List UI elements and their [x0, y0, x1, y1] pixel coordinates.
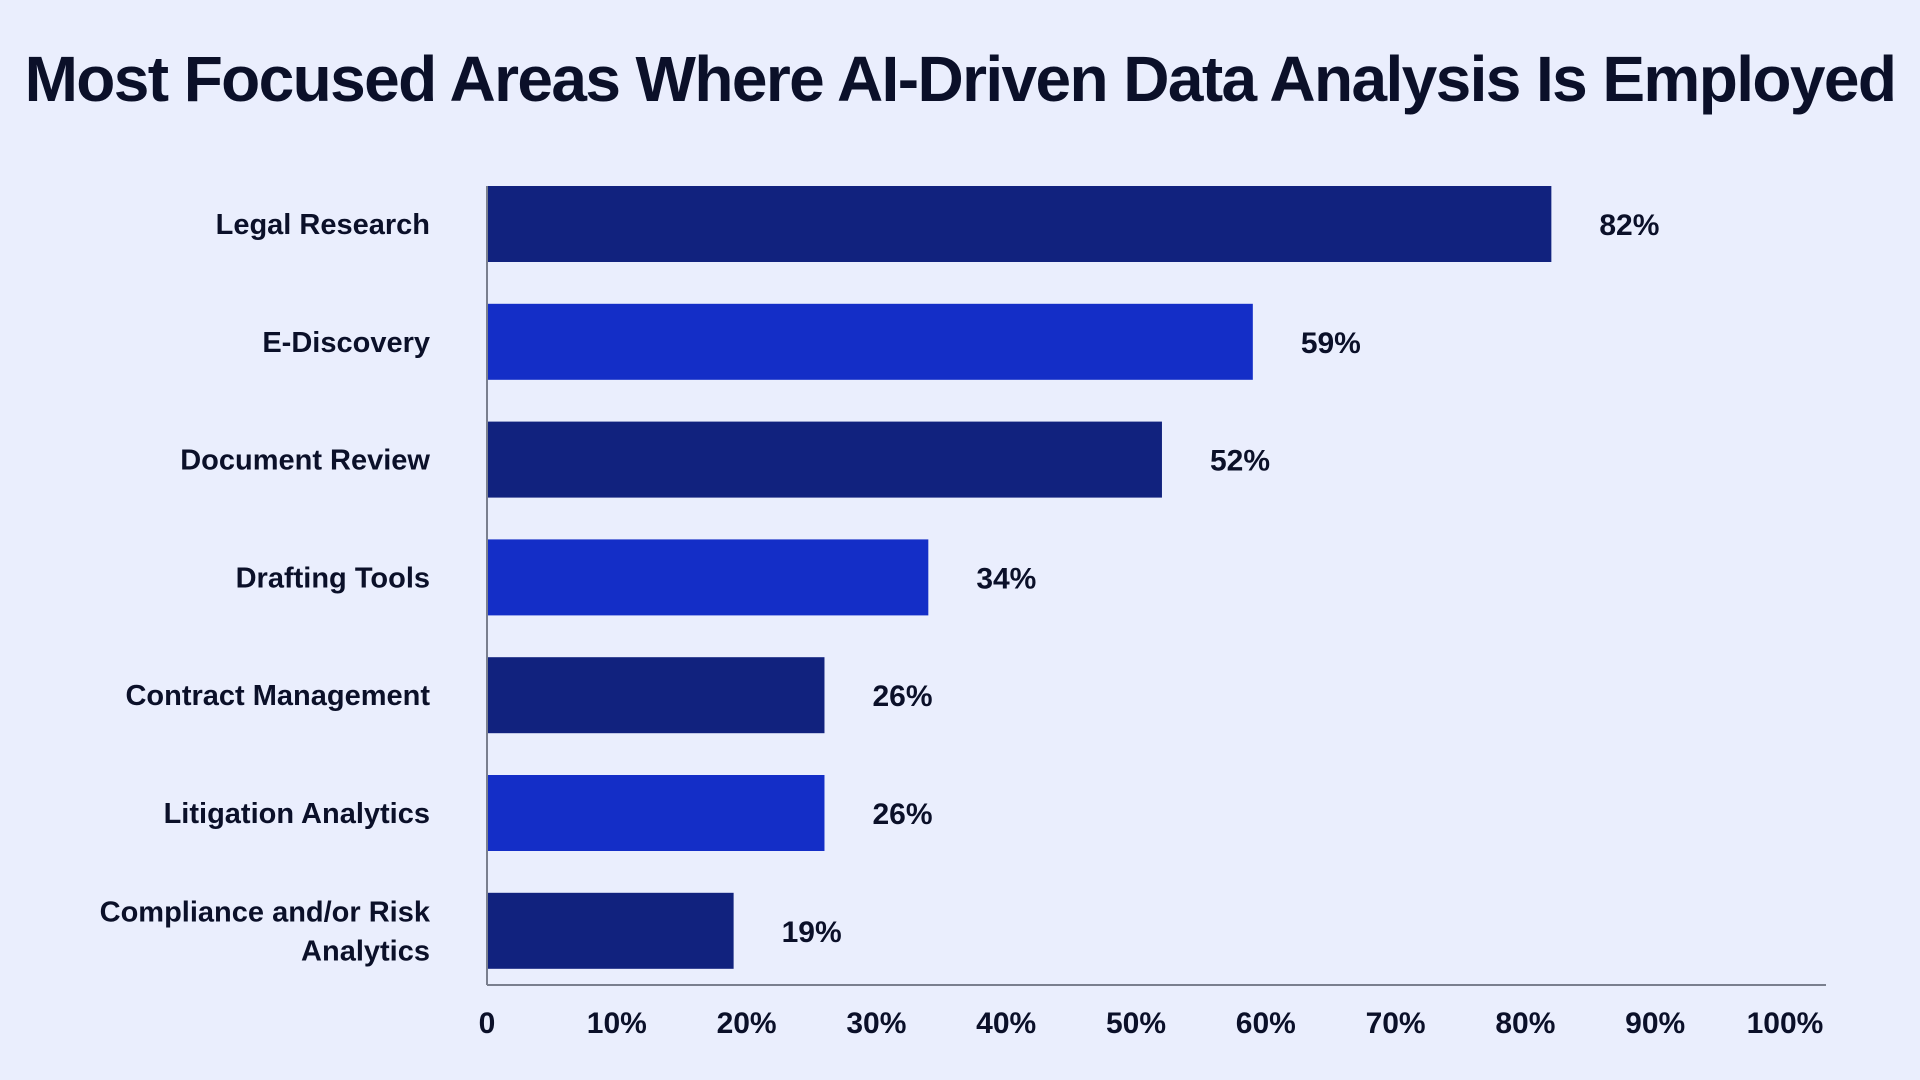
category-label-2: Document Review — [180, 445, 430, 477]
value-label-6: 19% — [782, 916, 842, 949]
axes-group — [486, 186, 1826, 986]
value-labels-group: 82% 59% 52% 34% 26% 26% 19% — [782, 209, 1660, 949]
value-label-3: 34% — [976, 562, 1036, 595]
bar-2 — [487, 421, 1162, 498]
bar-3 — [487, 539, 929, 616]
category-label-3: Drafting Tools — [236, 562, 430, 594]
category-label-4: Contract Management — [125, 680, 430, 712]
category-label-5: Litigation Analytics — [164, 798, 430, 830]
category-label-1: E-Discovery — [262, 327, 430, 359]
x-tick-labels-group: 0 10% 20% 30% 40% 50% 60% 70% 80% 90% 100% — [479, 1007, 1824, 1040]
x-tick-label-8: 80% — [1495, 1007, 1555, 1040]
x-tick-label-5: 50% — [1106, 1007, 1166, 1040]
bar-4 — [487, 657, 825, 734]
bars-group — [487, 186, 1552, 969]
x-tick-label-0: 0 — [479, 1007, 496, 1040]
x-tick-label-10: 100% — [1747, 1007, 1824, 1040]
value-label-0: 82% — [1599, 209, 1659, 242]
x-tick-label-2: 20% — [717, 1007, 777, 1040]
bar-6 — [487, 892, 734, 969]
category-label-0: Legal Research — [216, 209, 430, 241]
value-label-2: 52% — [1210, 445, 1270, 478]
value-label-5: 26% — [872, 798, 932, 831]
value-label-4: 26% — [872, 680, 932, 713]
bar-5 — [487, 775, 825, 851]
value-label-1: 59% — [1301, 327, 1361, 360]
x-tick-label-4: 40% — [976, 1007, 1036, 1040]
x-tick-label-6: 60% — [1236, 1007, 1296, 1040]
category-label-6: Compliance and/or Risk Analytics — [100, 896, 431, 967]
x-tick-label-1: 10% — [587, 1007, 647, 1040]
chart-title: Most Focused Areas Where AI-Driven Data … — [24, 43, 1897, 115]
x-tick-label-7: 70% — [1366, 1007, 1426, 1040]
category-labels-group: Legal Research E-Discovery Document Review… — [100, 209, 431, 967]
x-tick-label-3: 30% — [846, 1007, 906, 1040]
bar-1 — [487, 303, 1253, 380]
x-tick-label-9: 90% — [1625, 1007, 1685, 1040]
bar-0 — [487, 186, 1552, 262]
